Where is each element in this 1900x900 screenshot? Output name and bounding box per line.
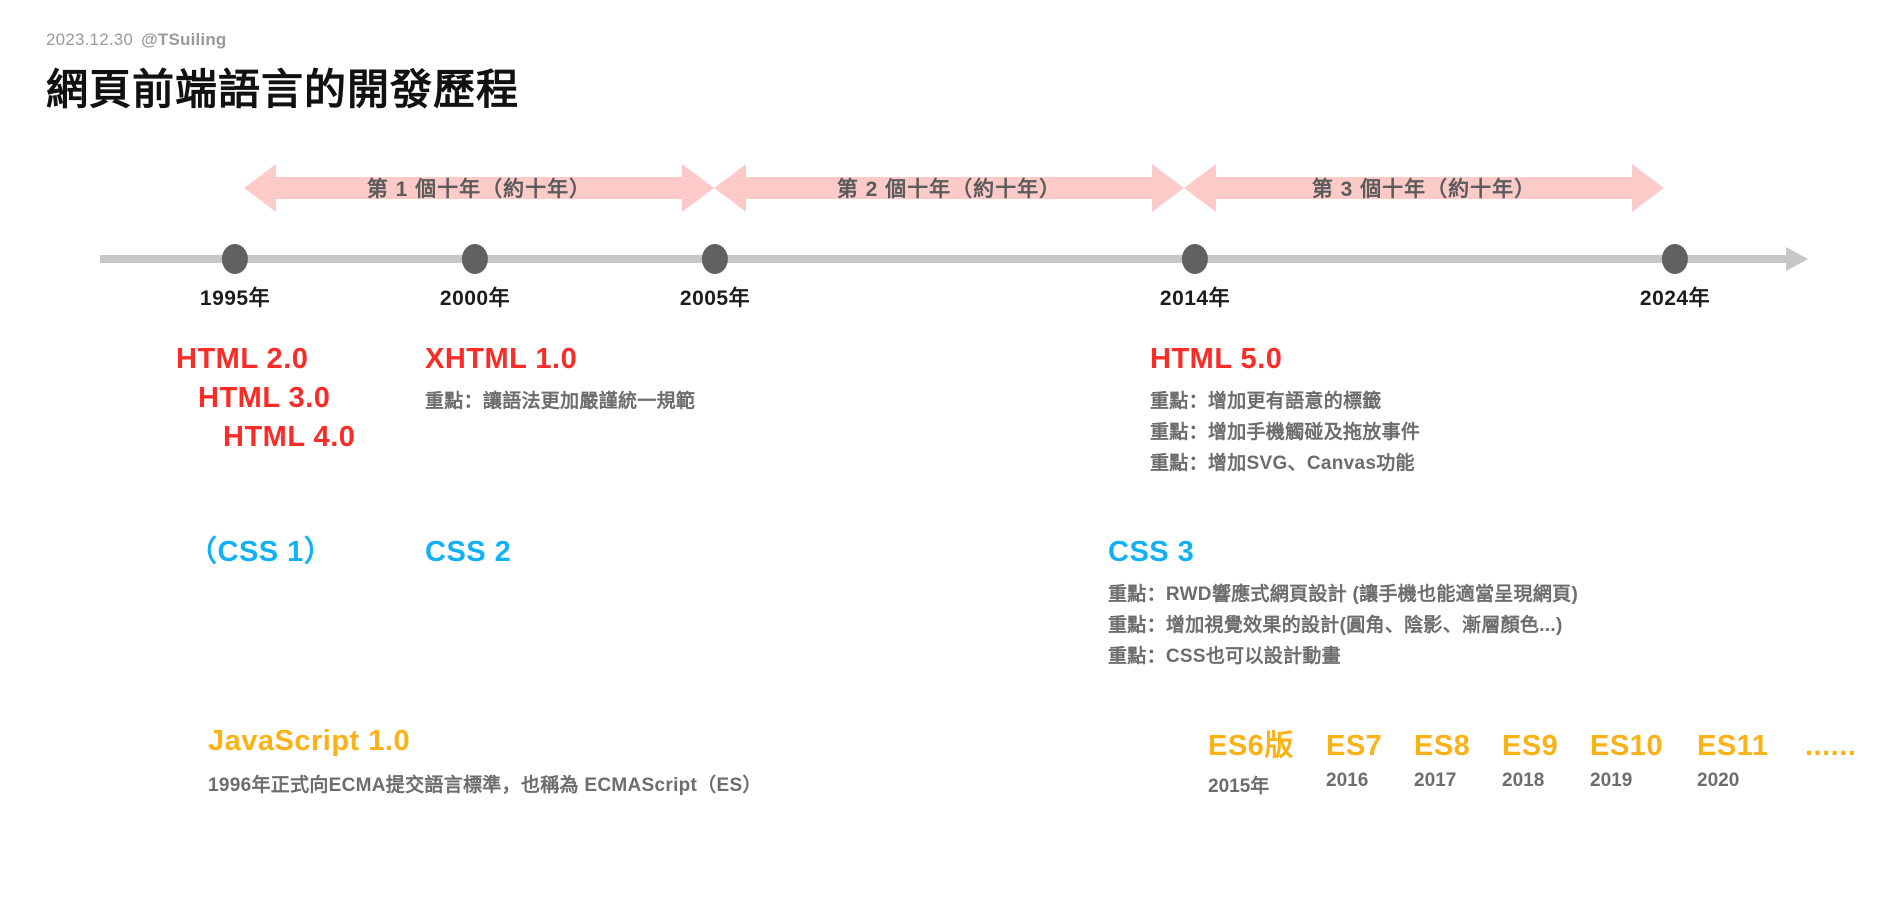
css2-title: CSS 2 xyxy=(425,536,512,568)
es-release-item: ES9 2018 xyxy=(1502,730,1590,792)
xhtml-title: XHTML 1.0 xyxy=(425,343,578,375)
es-release-year: 2017 xyxy=(1414,770,1457,791)
timeline-year-label: 2000年 xyxy=(439,287,511,310)
html5-note: 重點：增加SVG、Canvas功能 xyxy=(1150,452,1415,474)
timeline-dot-icon xyxy=(1662,244,1688,274)
html5-title: HTML 5.0 xyxy=(1150,343,1283,375)
es-release-year: 2020 xyxy=(1697,770,1740,791)
es-release-name: ES11 xyxy=(1697,730,1769,762)
xhtml-block: XHTML 1.0 重點：讓語法更加嚴謹統一規範 xyxy=(425,340,695,418)
css3-note: 重點：增加視覺效果的設計(圓角、陰影、漸層顏色...) xyxy=(1108,614,1563,636)
page-title: 網頁前端語言的開發歷程 xyxy=(46,66,520,113)
es-release-year: 2018 xyxy=(1502,770,1545,791)
javascript-title: JavaScript 1.0 xyxy=(208,725,411,757)
xhtml-note: 重點：讓語法更加嚴謹統一規範 xyxy=(425,391,696,413)
es-release-name: ES9 xyxy=(1502,730,1559,762)
timeline-dot-icon xyxy=(222,244,248,274)
axis-arrowhead-icon xyxy=(1786,247,1808,271)
javascript-block: JavaScript 1.0 1996年正式向ECMA提交語言標準，也稱為 EC… xyxy=(208,722,762,802)
author-handle: @TSuiling xyxy=(141,30,227,49)
es-release-item: ES11 2020 xyxy=(1697,730,1805,792)
html-version-label: HTML 4.0 xyxy=(223,421,356,454)
timeline-tick-2000: 2000年 xyxy=(440,236,510,312)
es-release-year: 2019 xyxy=(1590,770,1633,791)
css3-title: CSS 3 xyxy=(1108,536,1195,568)
es-release-ellipsis: ...... xyxy=(1805,730,1857,762)
css3-block: CSS 3 重點：RWD響應式網頁設計 (讓手機也能適當呈現網頁) 重點：增加視… xyxy=(1108,533,1578,672)
es-release-name: ES6版 xyxy=(1208,730,1294,762)
timeline-year-label: 2005年 xyxy=(679,287,751,310)
es-releases-block: ES6版 2015年 ES7 2016 ES8 2017 ES9 2018 ES… xyxy=(1208,722,1900,798)
timeline-dot-icon xyxy=(1182,244,1208,274)
decade-arrow-2: 第 2 個十年（約十年） xyxy=(714,160,1184,216)
es-release-item: ES6版 2015年 xyxy=(1208,722,1326,798)
html5-block: HTML 5.0 重點：增加更有語意的標籤 重點：增加手機觸碰及拖放事件 重點：… xyxy=(1150,340,1420,479)
es-release-item: ES7 2016 xyxy=(1326,730,1414,792)
timeline-dot-icon xyxy=(462,244,488,274)
html-early-versions-block: HTML 2.0 HTML 3.0 HTML 4.0 xyxy=(176,340,355,457)
timeline-tick-2005: 2005年 xyxy=(680,236,750,312)
decade-arrow-3: 第 3 個十年（約十年） xyxy=(1184,160,1664,216)
timeline-dot-icon xyxy=(702,244,728,274)
css1-block: （CSS 1） xyxy=(188,533,333,572)
timeline-axis: 1995年 2000年 2005年 2014年 2024年 xyxy=(0,236,1900,326)
html-version-label: HTML 2.0 xyxy=(176,343,309,375)
es-release-name: ES7 xyxy=(1326,730,1383,762)
decade-label: 第 3 個十年（約十年） xyxy=(1311,178,1537,201)
es-release-name: ES8 xyxy=(1414,730,1471,762)
timeline-tick-2024: 2024年 xyxy=(1640,236,1710,312)
page-header: 2023.12.30 @TSuiling 網頁前端語言的開發歷程 xyxy=(46,30,519,117)
html5-note: 重點：增加更有語意的標籤 xyxy=(1150,391,1382,413)
timeline-tick-1995: 1995年 xyxy=(200,236,270,312)
decade-label: 第 1 個十年（約十年） xyxy=(366,178,592,201)
css2-block: CSS 2 xyxy=(425,533,511,572)
timeline-year-label: 2024年 xyxy=(1639,287,1711,310)
publish-date: 2023.12.30 xyxy=(46,30,134,49)
css1-title: （CSS 1） xyxy=(188,536,334,568)
decade-label: 第 2 個十年（約十年） xyxy=(836,178,1062,201)
timeline-year-label: 2014年 xyxy=(1159,287,1231,310)
es-release-year: 2016 xyxy=(1326,770,1369,791)
decade-arrow-band: 第 1 個十年（約十年） 第 2 個十年（約十年） 第 3 個十年（約十年） xyxy=(0,160,1900,220)
es-release-name: ES10 xyxy=(1590,730,1663,762)
timeline-year-label: 1995年 xyxy=(199,287,271,310)
decade-arrow-1: 第 1 個十年（約十年） xyxy=(244,160,714,216)
meta-line: 2023.12.30 @TSuiling xyxy=(46,30,519,50)
css3-note: 重點：CSS也可以設計動畫 xyxy=(1108,645,1341,667)
es-release-item: ...... xyxy=(1805,730,1900,770)
timeline-tick-2014: 2014年 xyxy=(1160,236,1230,312)
javascript-note: 1996年正式向ECMA提交語言標準，也稱為 ECMAScript（ES） xyxy=(208,775,762,797)
css3-note: 重點：RWD響應式網頁設計 (讓手機也能適當呈現網頁) xyxy=(1108,584,1579,606)
es-release-item: ES8 2017 xyxy=(1414,730,1502,792)
html5-note: 重點：增加手機觸碰及拖放事件 xyxy=(1150,421,1421,443)
es-release-year: 2015年 xyxy=(1208,776,1270,797)
es-release-item: ES10 2019 xyxy=(1590,730,1697,792)
es-releases-row: ES6版 2015年 ES7 2016 ES8 2017 ES9 2018 ES… xyxy=(1208,722,1900,798)
html-version-label: HTML 3.0 xyxy=(198,382,331,415)
axis-line xyxy=(100,255,1790,263)
